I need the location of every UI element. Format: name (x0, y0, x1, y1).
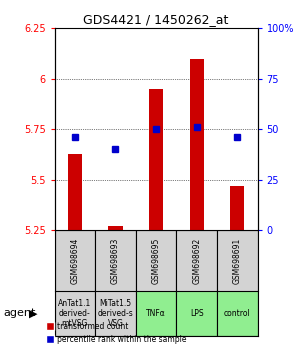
Bar (190, 59, 204, 230)
Text: MiTat1.5
derived-s
VSG: MiTat1.5 derived-s VSG (98, 299, 133, 329)
FancyBboxPatch shape (217, 230, 258, 291)
Text: GSM698693: GSM698693 (111, 238, 120, 284)
Bar (68, 154, 82, 230)
Title: GDS4421 / 1450262_at: GDS4421 / 1450262_at (83, 13, 229, 26)
FancyBboxPatch shape (176, 291, 217, 336)
FancyBboxPatch shape (95, 291, 136, 336)
FancyBboxPatch shape (55, 291, 95, 336)
Text: AnTat1.1
derived-
mtVSG: AnTat1.1 derived- mtVSG (58, 299, 92, 329)
FancyBboxPatch shape (95, 230, 136, 291)
Bar (108, 226, 122, 230)
Bar (230, 186, 244, 230)
FancyBboxPatch shape (55, 230, 95, 291)
Text: control: control (224, 309, 251, 318)
Text: ▶: ▶ (29, 308, 37, 318)
Legend: transformed count, percentile rank within the sample: transformed count, percentile rank withi… (43, 319, 189, 347)
Text: GSM698691: GSM698691 (233, 238, 242, 284)
Bar (149, 89, 163, 230)
Text: GSM698692: GSM698692 (192, 238, 201, 284)
FancyBboxPatch shape (136, 291, 176, 336)
Text: LPS: LPS (190, 309, 203, 318)
Text: TNFα: TNFα (146, 309, 166, 318)
Text: GSM698694: GSM698694 (70, 238, 79, 284)
Text: GSM698695: GSM698695 (152, 238, 161, 284)
FancyBboxPatch shape (176, 230, 217, 291)
Text: agent: agent (3, 308, 35, 318)
FancyBboxPatch shape (136, 230, 176, 291)
FancyBboxPatch shape (217, 291, 258, 336)
